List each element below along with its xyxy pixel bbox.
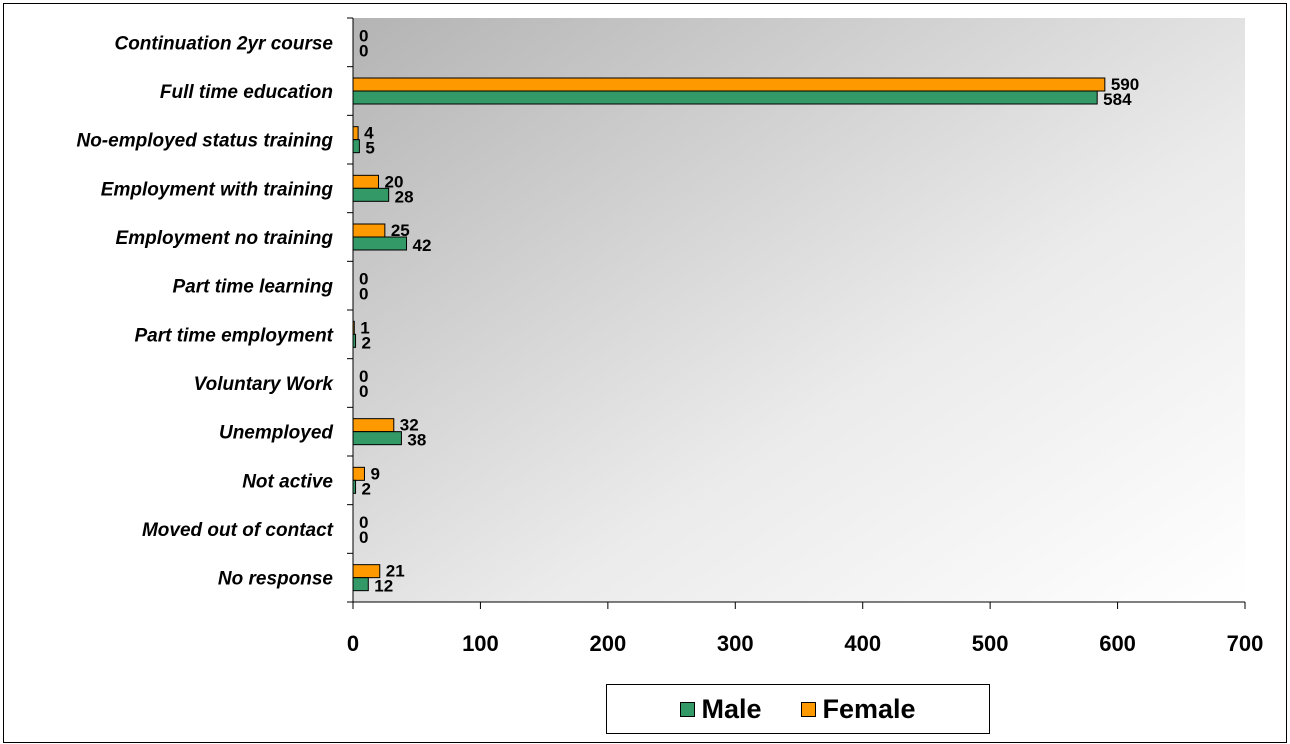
x-tick-label: 600 bbox=[1099, 631, 1136, 656]
category-label: Voluntary Work bbox=[194, 374, 335, 395]
bar-male bbox=[352, 431, 402, 446]
category-label: Not active bbox=[242, 471, 333, 492]
legend-label-female: Female bbox=[822, 693, 916, 724]
data-label-female: 0 bbox=[359, 270, 368, 289]
legend: Male Female bbox=[606, 684, 990, 734]
legend-swatch-female bbox=[801, 701, 817, 717]
data-label-male: 12 bbox=[374, 577, 393, 596]
data-label-male: 2 bbox=[362, 333, 371, 352]
legend-item-female: Female bbox=[801, 693, 916, 725]
data-label-male: 2 bbox=[362, 479, 371, 498]
category-label: Full time education bbox=[160, 82, 333, 103]
legend-label-male: Male bbox=[701, 693, 762, 724]
data-label-male: 0 bbox=[359, 382, 368, 401]
legend-swatch-male bbox=[680, 701, 696, 717]
bar-female bbox=[352, 174, 379, 189]
bar-female bbox=[352, 418, 395, 433]
data-label-male: 38 bbox=[407, 431, 426, 450]
bar-male bbox=[352, 187, 390, 202]
data-label-male: 42 bbox=[413, 236, 432, 255]
x-tick-label: 700 bbox=[1227, 631, 1264, 656]
data-label-female: 9 bbox=[370, 464, 379, 483]
bar-male bbox=[352, 577, 369, 592]
data-label-female: 32 bbox=[400, 416, 419, 435]
data-label-female: 1 bbox=[360, 318, 369, 337]
data-label-female: 0 bbox=[359, 513, 368, 532]
x-tick-label: 0 bbox=[347, 631, 359, 656]
data-label-male: 5 bbox=[365, 139, 374, 158]
data-label-female: 590 bbox=[1111, 75, 1139, 94]
bar-female bbox=[352, 126, 359, 141]
data-label-male: 0 bbox=[359, 285, 368, 304]
category-label: No-employed status training bbox=[76, 131, 333, 152]
category-label: Part time employment bbox=[135, 325, 334, 346]
data-label-male: 0 bbox=[359, 41, 368, 60]
legend-item-male: Male bbox=[680, 694, 761, 725]
data-label-female: 0 bbox=[359, 26, 368, 45]
data-label-male: 28 bbox=[395, 187, 414, 206]
category-label: No response bbox=[218, 569, 334, 590]
category-label: Employment with training bbox=[101, 179, 334, 200]
bar-male bbox=[352, 139, 360, 154]
x-tick-label: 400 bbox=[844, 631, 881, 656]
data-label-female: 4 bbox=[364, 124, 374, 143]
x-tick-label: 100 bbox=[462, 631, 499, 656]
bar-male bbox=[352, 90, 1098, 105]
data-label-female: 20 bbox=[384, 172, 403, 191]
data-label-female: 25 bbox=[391, 221, 410, 240]
category-label: Unemployed bbox=[219, 423, 333, 444]
chart-frame: Continuation 2yr course 0 0 Full time educa… bbox=[3, 3, 1287, 743]
data-label-female: 0 bbox=[359, 367, 368, 386]
category-label: Employment no training bbox=[116, 228, 334, 249]
bar-female bbox=[352, 77, 1106, 92]
x-tick-label: 200 bbox=[589, 631, 626, 656]
data-label-male: 0 bbox=[359, 528, 368, 547]
plot-area bbox=[353, 18, 1245, 602]
data-label-female: 21 bbox=[386, 562, 405, 581]
bar-male bbox=[352, 236, 408, 251]
bar-female bbox=[352, 223, 386, 238]
category-label: Moved out of contact bbox=[142, 520, 334, 541]
x-tick-label: 500 bbox=[972, 631, 1009, 656]
data-label-male: 584 bbox=[1103, 90, 1132, 109]
category-label: Part time learning bbox=[173, 277, 334, 298]
category-label: Continuation 2yr course bbox=[114, 33, 333, 54]
x-tick-label: 300 bbox=[717, 631, 754, 656]
